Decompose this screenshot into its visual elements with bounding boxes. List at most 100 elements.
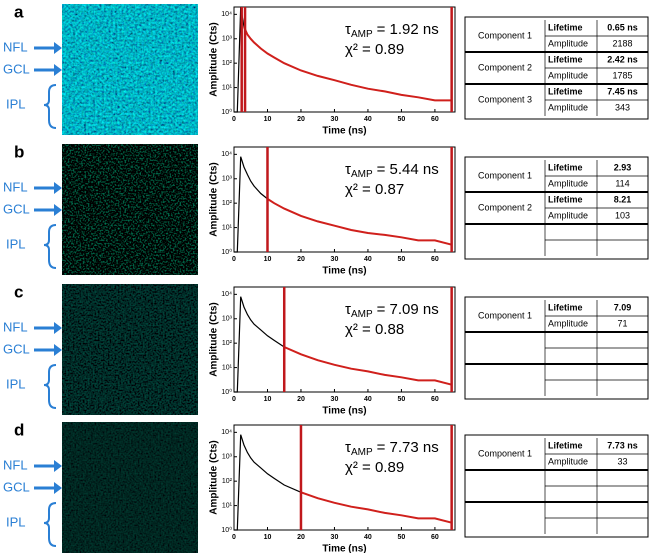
field-label: Lifetime [548, 302, 583, 312]
field-value: 0.65 ns [607, 22, 638, 32]
y-tick-label: 10⁰ [221, 388, 232, 396]
x-tick-label: 10 [264, 116, 272, 123]
x-axis-label: Time (ns) [322, 266, 366, 277]
fit-curve [266, 198, 452, 246]
arrow-head [54, 344, 62, 356]
component-name: Component 2 [478, 62, 532, 72]
tau-annotation: τAMP = 5.44 ns [345, 161, 439, 180]
field-label: Lifetime [548, 86, 583, 96]
layer-label: GCL [3, 479, 30, 494]
x-axis-label: Time (ns) [322, 126, 366, 137]
layer-label: GCL [3, 341, 30, 356]
y-tick-label: 10³ [222, 36, 233, 43]
x-tick-label: 40 [364, 396, 372, 403]
layer-label: IPL [6, 514, 26, 529]
panel-letter: b [14, 142, 24, 161]
panel-letter: c [14, 282, 23, 301]
x-tick-label: 40 [364, 116, 372, 123]
field-value: 7.09 [614, 302, 632, 312]
x-tick-label: 40 [364, 534, 372, 541]
y-axis-label: Amplitude (Cts) [209, 162, 220, 236]
layer-label: NFL [3, 319, 28, 334]
panel-letter: d [14, 420, 24, 439]
x-tick-label: 20 [297, 534, 305, 541]
tau-subscript: AMP [351, 447, 373, 458]
tau-symbol: τ [345, 439, 351, 456]
tau-subscript: AMP [351, 169, 373, 180]
chi-annotation: χ² = 0.87 [345, 181, 404, 198]
field-label: Lifetime [548, 194, 583, 204]
layer-label: GCL [3, 61, 30, 76]
y-tick-label: 10⁴ [221, 11, 232, 18]
layer-label: IPL [6, 236, 26, 251]
tau-subscript: AMP [351, 309, 373, 320]
tau-symbol: τ [345, 161, 351, 178]
field-value: 1785 [612, 70, 632, 80]
field-value: 7.45 ns [607, 86, 638, 96]
field-value: 33 [617, 456, 627, 466]
x-axis-label: Time (ns) [322, 544, 366, 553]
tau-annotation: τAMP = 7.73 ns [345, 439, 439, 458]
field-label: Lifetime [548, 54, 583, 64]
tau-symbol: τ [345, 21, 351, 38]
component-name: Component 2 [478, 202, 532, 212]
y-axis-label: Amplitude (Cts) [209, 22, 220, 96]
layer-bracket [43, 364, 57, 409]
plot-frame [233, 146, 456, 253]
arrow-head [54, 64, 62, 76]
x-tick-label: 50 [398, 396, 406, 403]
y-tick-label: 10² [222, 478, 233, 485]
y-tick-label: 10⁴ [221, 291, 232, 298]
layer-bracket [43, 84, 57, 129]
y-tick-label: 10³ [222, 316, 233, 323]
micrograph [62, 144, 198, 275]
tau-value: = 5.44 ns [377, 161, 439, 178]
field-label: Lifetime [548, 22, 583, 32]
tau-annotation: τAMP = 7.09 ns [345, 301, 439, 320]
field-value: 343 [615, 102, 630, 112]
tau-value: = 1.92 ns [377, 21, 439, 38]
y-tick-label: 10¹ [222, 84, 233, 91]
y-tick-label: 10² [222, 200, 233, 207]
x-tick-label: 50 [398, 534, 406, 541]
layer-label: NFL [3, 39, 28, 54]
arrow-head [54, 182, 62, 194]
field-label: Lifetime [548, 162, 583, 172]
field-value: 2.93 [614, 162, 632, 172]
tau-value: = 7.09 ns [377, 301, 439, 318]
field-label: Amplitude [548, 38, 588, 48]
micrograph [62, 422, 198, 553]
y-tick-label: 10¹ [222, 364, 233, 371]
fit-curve [243, 26, 452, 102]
y-tick-label: 10⁰ [221, 248, 232, 256]
chi-annotation: χ² = 0.89 [345, 41, 404, 58]
layer-label: IPL [6, 376, 26, 391]
y-axis-label: Amplitude (Cts) [209, 302, 220, 376]
x-tick-label: 30 [331, 534, 339, 541]
plot-frame [233, 286, 456, 393]
x-axis-label: Time (ns) [322, 406, 366, 417]
chi-annotation: χ² = 0.88 [345, 321, 404, 338]
x-tick-label: 30 [331, 396, 339, 403]
y-tick-label: 10⁴ [221, 429, 232, 436]
component-name: Component 3 [478, 94, 532, 104]
x-tick-label: 10 [264, 534, 272, 541]
y-tick-label: 10⁴ [221, 151, 232, 158]
field-label: Amplitude [548, 70, 588, 80]
x-tick-label: 0 [232, 534, 236, 541]
x-tick-label: 20 [297, 256, 305, 263]
field-value: 2.42 ns [607, 54, 638, 64]
x-tick-label: 40 [364, 256, 372, 263]
field-label: Amplitude [548, 318, 588, 328]
chi-annotation: χ² = 0.89 [345, 459, 404, 476]
y-tick-label: 10¹ [222, 224, 233, 231]
layer-label: GCL [3, 201, 30, 216]
component-name: Component 1 [478, 170, 532, 180]
field-label: Amplitude [548, 210, 588, 220]
x-tick-label: 50 [398, 256, 406, 263]
x-tick-label: 0 [232, 256, 236, 263]
micrograph [62, 284, 198, 415]
field-value: 7.73 ns [607, 440, 638, 450]
fit-curve [283, 346, 452, 386]
field-value: 114 [615, 178, 629, 188]
